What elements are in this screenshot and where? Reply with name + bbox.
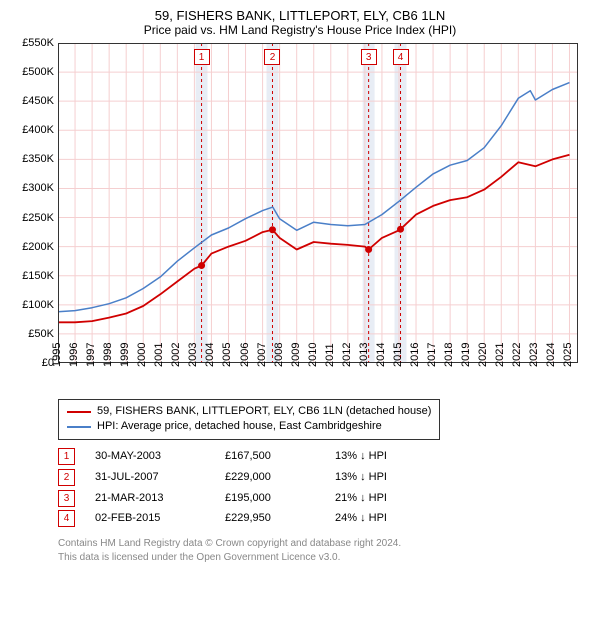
- x-axis-label: 2010: [307, 343, 319, 367]
- x-axis-label: 2009: [290, 343, 302, 367]
- x-axis-label: 2020: [477, 343, 489, 367]
- sale-date: 31-JUL-2007: [95, 467, 205, 488]
- x-axis-label: 1996: [68, 343, 80, 367]
- x-axis-label: 2004: [204, 343, 216, 367]
- x-axis-label: 2025: [562, 343, 574, 367]
- sale-number-badge: 3: [58, 490, 75, 507]
- x-axis-label: 2022: [511, 343, 523, 367]
- x-axis-label: 2012: [341, 343, 353, 367]
- sales-row: 2 31-JUL-2007 £229,000 13% ↓ HPI: [58, 467, 590, 488]
- sale-date: 21-MAR-2013: [95, 488, 205, 509]
- legend-label: HPI: Average price, detached house, East…: [97, 419, 382, 434]
- legend-swatch: [67, 411, 91, 413]
- sale-hpi-diff: 21% ↓ HPI: [335, 488, 425, 509]
- y-axis-label: £450K: [22, 95, 54, 107]
- chart-title: 59, FISHERS BANK, LITTLEPORT, ELY, CB6 1…: [10, 8, 590, 23]
- x-axis-label: 1995: [51, 343, 63, 367]
- x-axis-label: 1999: [119, 343, 131, 367]
- footer-line: This data is licensed under the Open Gov…: [58, 551, 590, 565]
- sales-row: 4 02-FEB-2015 £229,950 24% ↓ HPI: [58, 508, 590, 529]
- y-axis-label: £300K: [22, 182, 54, 194]
- x-axis-label: 2021: [494, 343, 506, 367]
- y-axis-label: £100K: [22, 299, 54, 311]
- sale-date: 30-MAY-2003: [95, 446, 205, 467]
- x-axis-label: 2018: [443, 343, 455, 367]
- sale-marker: 4: [393, 49, 409, 65]
- sale-number-badge: 1: [58, 448, 75, 465]
- x-axis-label: 2016: [409, 343, 421, 367]
- sale-number-badge: 2: [58, 469, 75, 486]
- x-axis-label: 2013: [358, 343, 370, 367]
- x-axis-label: 2023: [528, 343, 540, 367]
- footer-line: Contains HM Land Registry data © Crown c…: [58, 537, 590, 551]
- price-chart: £0£50K£100K£150K£200K£250K£300K£350K£400…: [58, 43, 578, 363]
- sale-hpi-diff: 13% ↓ HPI: [335, 446, 425, 467]
- sale-price: £229,000: [225, 467, 315, 488]
- sale-marker: 1: [194, 49, 210, 65]
- y-axis-label: £250K: [22, 212, 54, 224]
- x-axis-label: 2001: [153, 343, 165, 367]
- x-axis-label: 2007: [256, 343, 268, 367]
- sale-price: £195,000: [225, 488, 315, 509]
- sales-table: 1 30-MAY-2003 £167,500 13% ↓ HPI 2 31-JUL-200…: [58, 446, 590, 530]
- legend-swatch: [67, 426, 91, 428]
- x-axis-label: 2014: [375, 343, 387, 367]
- x-axis-label: 2003: [187, 343, 199, 367]
- x-axis-label: 2008: [273, 343, 285, 367]
- chart-subtitle: Price paid vs. HM Land Registry's House …: [10, 23, 590, 37]
- x-axis-label: 1997: [85, 343, 97, 367]
- x-axis-label: 2011: [324, 343, 336, 367]
- x-axis-label: 2024: [545, 343, 557, 367]
- sale-number-badge: 4: [58, 510, 75, 527]
- x-axis-label: 2019: [460, 343, 472, 367]
- sale-marker: 3: [361, 49, 377, 65]
- sale-price: £167,500: [225, 446, 315, 467]
- y-axis-label: £200K: [22, 241, 54, 253]
- sales-row: 1 30-MAY-2003 £167,500 13% ↓ HPI: [58, 446, 590, 467]
- sale-hpi-diff: 24% ↓ HPI: [335, 508, 425, 529]
- legend-item: 59, FISHERS BANK, LITTLEPORT, ELY, CB6 1…: [67, 404, 431, 419]
- legend-label: 59, FISHERS BANK, LITTLEPORT, ELY, CB6 1…: [97, 404, 431, 419]
- footer-attribution: Contains HM Land Registry data © Crown c…: [58, 537, 590, 564]
- x-axis-label: 2015: [392, 343, 404, 367]
- x-axis-label: 1998: [102, 343, 114, 367]
- sale-date: 02-FEB-2015: [95, 508, 205, 529]
- sale-hpi-diff: 13% ↓ HPI: [335, 467, 425, 488]
- x-axis-label: 2002: [170, 343, 182, 367]
- legend: 59, FISHERS BANK, LITTLEPORT, ELY, CB6 1…: [58, 399, 440, 440]
- sale-marker: 2: [264, 49, 280, 65]
- y-axis-label: £400K: [22, 124, 54, 136]
- sales-row: 3 21-MAR-2013 £195,000 21% ↓ HPI: [58, 488, 590, 509]
- y-axis-label: £500K: [22, 66, 54, 78]
- y-axis-label: £50K: [28, 328, 54, 340]
- x-axis-label: 2005: [221, 343, 233, 367]
- x-axis-label: 2000: [136, 343, 148, 367]
- x-axis-label: 2017: [426, 343, 438, 367]
- x-axis-label: 2006: [239, 343, 251, 367]
- y-axis-label: £550K: [22, 37, 54, 49]
- sale-price: £229,950: [225, 508, 315, 529]
- y-axis-label: £350K: [22, 153, 54, 165]
- legend-item: HPI: Average price, detached house, East…: [67, 419, 431, 434]
- y-axis-label: £150K: [22, 270, 54, 282]
